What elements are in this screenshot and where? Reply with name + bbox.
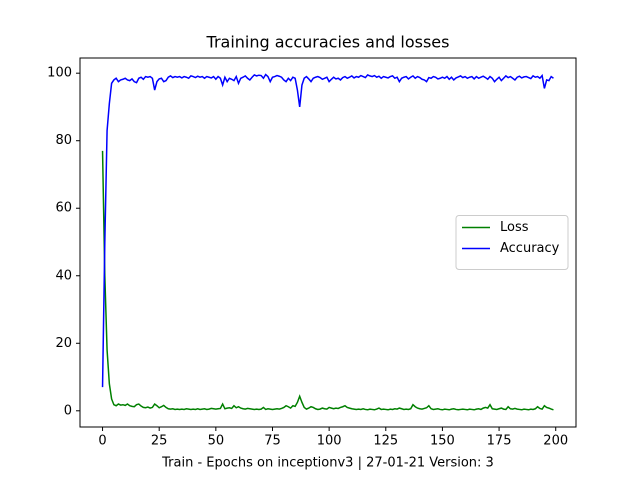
legend-label: Loss — [500, 220, 529, 235]
y-tick-label: 100 — [47, 66, 72, 81]
x-tick-label: 175 — [487, 434, 512, 449]
plot-frame — [79, 57, 577, 428]
x-tick-label: 50 — [208, 434, 225, 449]
chart-title: Training accuracies and losses — [206, 33, 450, 52]
x-tick-label: 75 — [264, 434, 281, 449]
x-tick-label: 200 — [543, 434, 568, 449]
y-tick-label: 0 — [64, 403, 72, 418]
y-tick-label: 80 — [55, 133, 72, 148]
x-axis-label: Train - Epochs on inceptionv3 | 27-01-21… — [161, 456, 494, 471]
legend-label: Accuracy — [500, 241, 560, 256]
x-tick-label: 100 — [317, 434, 342, 449]
data-line — [101, 73, 554, 388]
data-line — [101, 150, 554, 411]
x-tick-label: 25 — [151, 434, 168, 449]
x-tick-label: 125 — [373, 434, 398, 449]
y-tick-label: 60 — [55, 201, 72, 216]
y-tick-label: 20 — [55, 336, 72, 351]
x-tick-label: 0 — [98, 434, 106, 449]
x-tick-label: 150 — [430, 434, 455, 449]
y-tick-label: 40 — [55, 268, 72, 283]
legend-box — [455, 215, 569, 270]
